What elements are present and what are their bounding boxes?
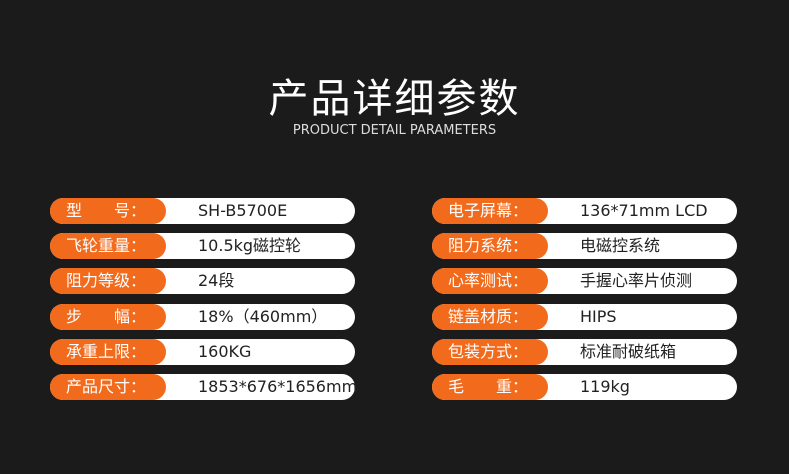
param-label: 飞轮重量： [50,233,166,260]
param-row: 产品尺寸： 1853*676*1656mm [50,374,358,400]
param-row: 阻力等级： 24段 [50,268,355,295]
param-label: 阻力系统： [432,233,548,260]
param-row: 步 幅： 18%（460mm） [50,303,355,330]
param-row: 型 号： SH-B5700E [50,198,355,224]
param-label: 毛 重： [432,374,548,400]
param-label: 包装方式： [432,338,548,365]
param-row: 心率测试： 手握心率片侦测 [432,268,737,295]
param-value: 24段 [198,271,235,291]
param-value: 标准耐破纸箱 [580,341,677,361]
param-value: 119kg [580,377,630,396]
param-value: HIPS [580,306,617,326]
param-row: 包装方式： 标准耐破纸箱 [432,338,737,365]
param-value: 136*71mm LCD [580,201,708,220]
param-label: 产品尺寸： [50,374,166,400]
param-label: 电子屏幕： [432,198,548,224]
param-value: 1853*676*1656mm [198,377,358,396]
param-value: SH-B5700E [198,201,288,220]
param-value: 160KG [198,341,252,361]
param-row: 电子屏幕： 136*71mm LCD [432,198,737,224]
param-row: 飞轮重量： 10.5kg磁控轮 [50,233,355,260]
param-row: 链盖材质： HIPS [432,303,737,330]
param-label: 心率测试： [432,268,548,295]
param-label: 步 幅： [50,303,166,330]
param-value: 10.5kg磁控轮 [198,236,302,256]
param-row: 承重上限： 160KG [50,338,355,365]
param-label: 链盖材质： [432,303,548,330]
title: 产品详细参数 [268,76,521,122]
param-label: 承重上限： [50,338,166,365]
param-row: 阻力系统： 电磁控系统 [432,233,737,260]
param-value: 18%（460mm） [198,306,328,326]
subtitle: PRODUCT DETAIL PARAMETERS [292,123,497,138]
param-value: 手握心率片侦测 [580,271,693,291]
param-row: 毛 重： 119kg [432,374,737,400]
param-value: 电磁控系统 [580,236,661,256]
param-label: 型 号： [50,198,166,224]
param-label: 阻力等级： [50,268,166,295]
